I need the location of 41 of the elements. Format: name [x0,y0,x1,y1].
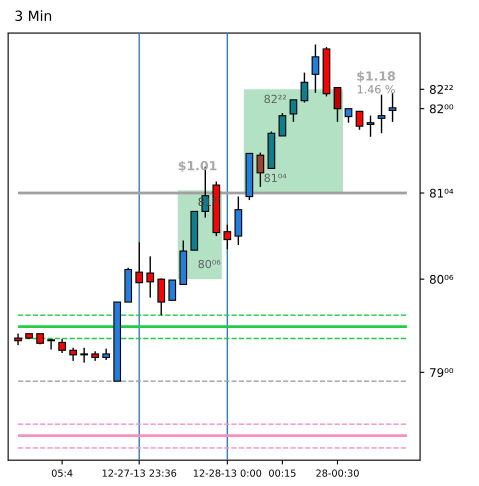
candlestick [356,110,364,130]
x-tick-label: 12-27-13 23:36 [102,469,176,477]
y-tick-label: 81⁰⁴ [430,188,454,198]
candlestick [312,44,320,94]
candlestick [223,224,232,250]
candlestick [300,72,308,104]
annotation: 1.46 % [358,85,395,94]
candlestick [146,256,154,298]
candlestick [388,92,396,123]
candlestick [168,279,176,301]
annotation: 81⁰⁷ [198,198,220,206]
x-tick-label: 28-00:30 [316,469,359,477]
candlestick [278,112,286,137]
candlestick [344,108,352,124]
y-tick-label: 82²² [430,85,453,94]
candlestick [135,242,144,284]
x-tick-label: 00:15 [269,469,296,477]
candlestick [290,99,298,123]
candlestick [256,152,264,188]
chart-title: 3 Min [15,10,52,22]
x-tick-label: 05:4 [52,469,72,477]
annotation: 81⁰⁴ [264,174,286,182]
annotation: 80⁰⁶ [198,260,220,268]
candlestick [80,347,88,364]
annotation: 82²² [264,94,286,104]
candlestick [157,278,166,316]
candlestick [47,338,55,350]
y-tick-label: 82⁰⁰ [430,104,454,114]
candlestick [58,338,66,354]
candlestick [14,332,22,346]
candlestick [334,86,342,123]
x-tick-label: 12-28-13 0:00 [194,469,262,477]
candlestick [102,348,110,361]
y-tick-label: 80⁰⁶ [430,274,454,284]
candlestick [366,114,374,138]
band-label: $1.01 [178,160,216,172]
candlestick [378,94,386,134]
y-tick-label: 79⁰⁰ [430,368,454,377]
band-label: $1.18 [357,71,396,82]
candlestick [91,350,100,362]
candlestick [69,347,77,362]
